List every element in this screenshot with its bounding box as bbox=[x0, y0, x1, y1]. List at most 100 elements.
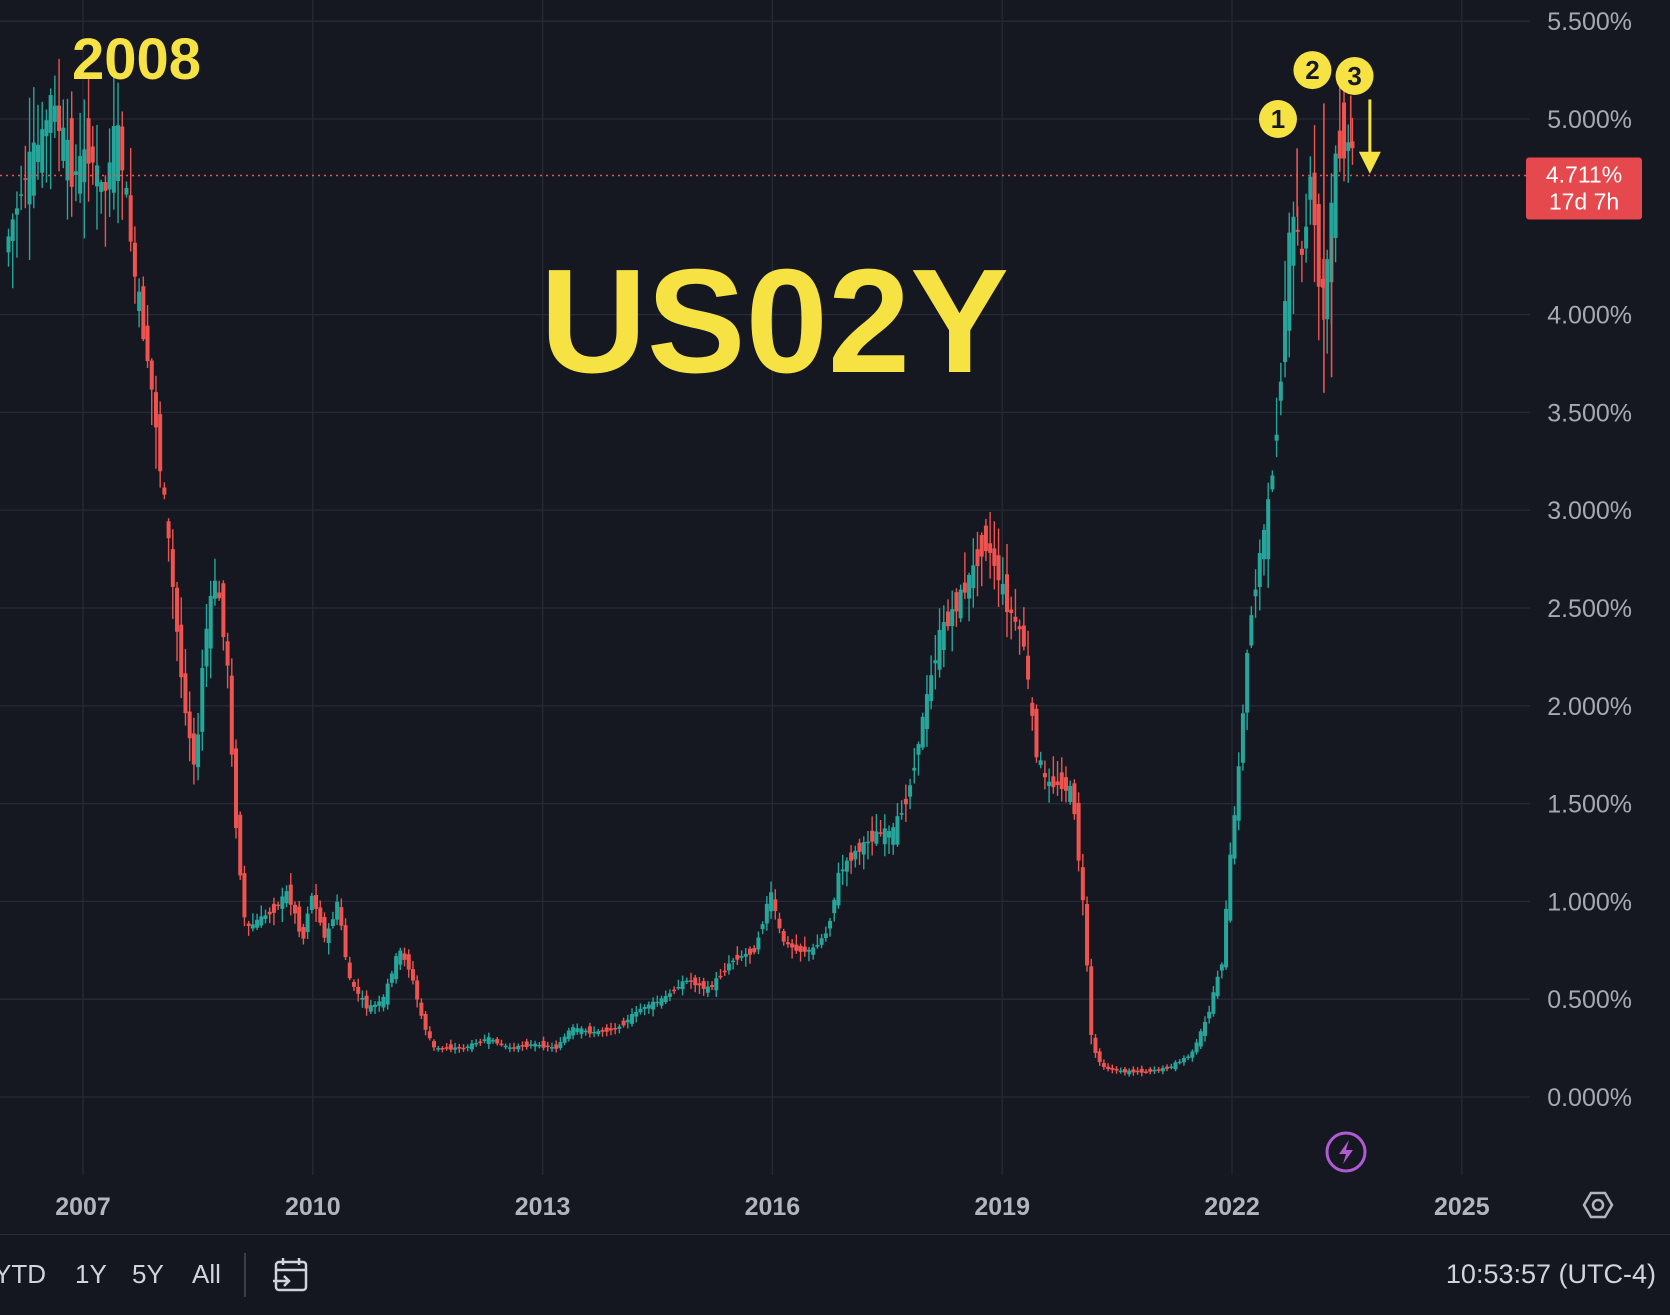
y-axis[interactable]: 5.500% 5.000% 4.000% 3.500% 3.000% 2.500% 2.00… bbox=[1547, 8, 1632, 1112]
candle-body bbox=[6, 236, 11, 253]
candle-body bbox=[453, 1047, 458, 1050]
candle-body bbox=[1156, 1069, 1161, 1071]
current-price-tag: 4.711% 17d 7h bbox=[1526, 157, 1642, 220]
candle-body bbox=[1274, 434, 1279, 441]
candle-body bbox=[406, 954, 411, 970]
candle-body bbox=[1038, 760, 1043, 766]
candle-body bbox=[436, 1048, 441, 1050]
candle-body bbox=[1312, 172, 1317, 226]
candle-body bbox=[229, 675, 234, 755]
candle-body bbox=[1291, 216, 1296, 266]
candle-body bbox=[524, 1041, 529, 1048]
lightning-icon[interactable] bbox=[1325, 1131, 1367, 1173]
candle-body bbox=[137, 291, 142, 311]
price-chart[interactable]: 5.500% 5.000% 4.000% 3.500% 3.000% 2.500% 2.00… bbox=[0, 0, 1670, 1234]
candle-body bbox=[545, 1045, 550, 1048]
candle-body bbox=[689, 980, 694, 982]
x-axis[interactable]: 2007 2010 2013 2016 2019 2022 2025 bbox=[55, 1193, 1490, 1221]
candle-body bbox=[604, 1027, 609, 1032]
y-tick-label: 3.000% bbox=[1547, 497, 1632, 525]
candle-body bbox=[651, 1001, 656, 1010]
candle-body bbox=[756, 937, 761, 950]
marker-circle bbox=[1258, 100, 1297, 138]
candle-body bbox=[908, 785, 913, 797]
candle-body bbox=[1055, 781, 1060, 786]
range-button-all[interactable]: All bbox=[192, 1259, 221, 1289]
candle-body bbox=[769, 892, 774, 912]
candle-body bbox=[301, 927, 306, 939]
candle-body bbox=[52, 105, 57, 122]
candle-body bbox=[596, 1031, 601, 1035]
candle-body bbox=[735, 954, 740, 960]
candle-body bbox=[478, 1041, 483, 1044]
candle-body bbox=[31, 142, 36, 196]
candle-body bbox=[27, 151, 32, 205]
candle-body bbox=[368, 1005, 373, 1012]
marker-label: 3 bbox=[1347, 61, 1361, 91]
candle-body bbox=[832, 899, 837, 914]
candle-body bbox=[781, 931, 786, 942]
x-tick-label: 2007 bbox=[55, 1193, 111, 1221]
candle-body bbox=[785, 942, 790, 945]
candle-body bbox=[697, 983, 702, 986]
candle-body bbox=[520, 1045, 525, 1047]
candle-body bbox=[743, 953, 748, 957]
candle-body bbox=[128, 195, 133, 242]
candle-body bbox=[1350, 141, 1355, 149]
candle-body bbox=[255, 919, 260, 928]
candle-body bbox=[69, 118, 74, 187]
candle-body bbox=[116, 125, 121, 181]
candle-body bbox=[330, 919, 335, 927]
candle-body bbox=[394, 956, 399, 980]
x-tick-label: 2010 bbox=[285, 1193, 341, 1221]
candle-body bbox=[364, 995, 369, 1009]
candle-body bbox=[638, 1008, 643, 1013]
candle-body bbox=[874, 831, 879, 844]
candle-body bbox=[111, 125, 116, 193]
candle-body bbox=[250, 924, 255, 929]
candle-body bbox=[191, 733, 196, 765]
candle-body bbox=[259, 916, 264, 926]
gear-icon[interactable] bbox=[1582, 1191, 1614, 1219]
candle-body bbox=[592, 1031, 597, 1034]
range-button-1y[interactable]: 1Y bbox=[75, 1259, 107, 1289]
y-tick-label: 3.500% bbox=[1547, 399, 1632, 427]
candle-body bbox=[731, 960, 736, 963]
candle-body bbox=[705, 986, 710, 993]
candle-body bbox=[187, 711, 192, 739]
candle-body bbox=[267, 911, 272, 915]
candle-body bbox=[263, 915, 268, 919]
candle-body bbox=[423, 1013, 428, 1030]
candle-body bbox=[971, 565, 976, 589]
candle-body bbox=[667, 993, 672, 997]
candle-body bbox=[655, 1001, 660, 1004]
candle-body bbox=[90, 146, 95, 163]
candle-body bbox=[444, 1047, 449, 1049]
candle-body bbox=[764, 903, 769, 924]
candle-body bbox=[549, 1047, 554, 1049]
candle-body bbox=[208, 595, 213, 649]
candle-body bbox=[1000, 583, 1005, 595]
candle-body bbox=[415, 980, 420, 1000]
calendar-goto-icon[interactable] bbox=[271, 1255, 311, 1295]
candle-body bbox=[752, 948, 757, 953]
candle-body bbox=[533, 1043, 538, 1047]
candle-body bbox=[292, 904, 297, 914]
candle-body bbox=[1080, 867, 1085, 901]
candle-body bbox=[840, 869, 845, 872]
candle-body bbox=[162, 487, 167, 495]
range-button-ytd[interactable]: YTD bbox=[0, 1259, 46, 1289]
candle-body bbox=[120, 126, 125, 171]
candle-body bbox=[1236, 766, 1241, 821]
candle-body bbox=[1106, 1066, 1111, 1070]
y-tick-label: 0.000% bbox=[1547, 1084, 1632, 1112]
candle-body bbox=[23, 178, 28, 180]
candle-body bbox=[823, 933, 828, 938]
candle-body bbox=[170, 549, 175, 587]
candle-body bbox=[1118, 1070, 1123, 1073]
range-button-5y[interactable]: 5Y bbox=[132, 1259, 164, 1289]
candle-body bbox=[1122, 1069, 1127, 1073]
candle-body bbox=[937, 629, 942, 670]
candle-body bbox=[318, 907, 323, 923]
candle-body bbox=[571, 1027, 576, 1036]
